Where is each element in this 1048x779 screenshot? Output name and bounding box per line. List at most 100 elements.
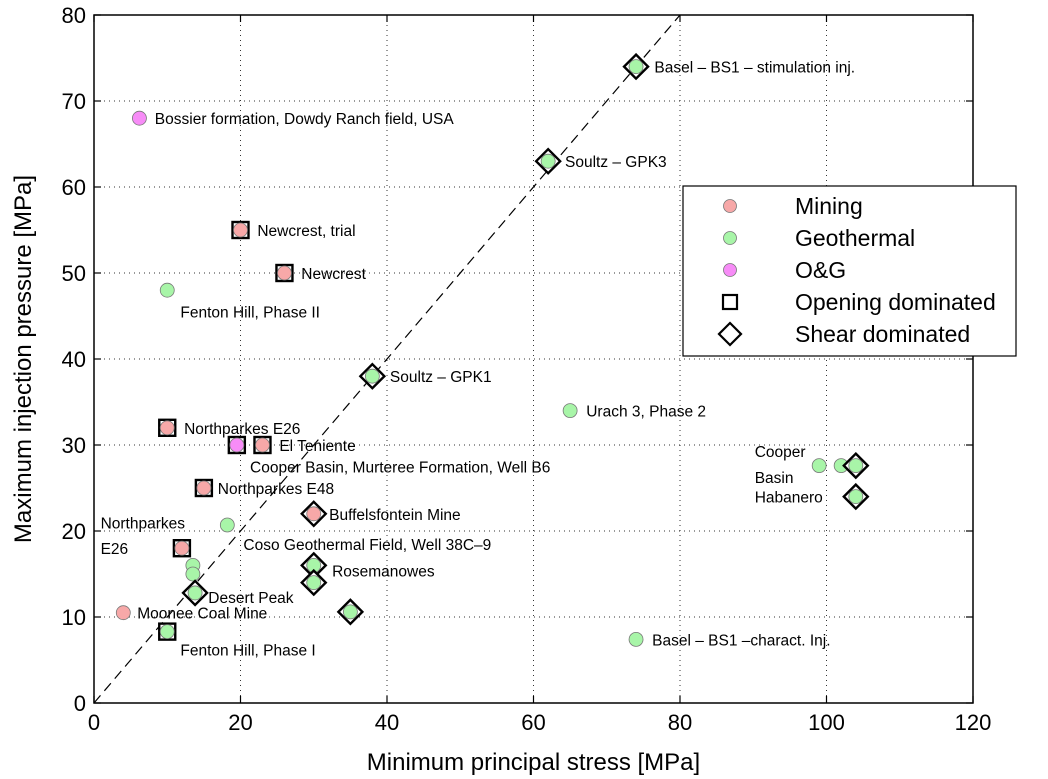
legend-item: Mining [723,193,863,219]
point-annotation: E26 [101,541,129,558]
data-point [811,458,827,474]
category-marker [159,282,175,298]
data-point [300,551,328,580]
data-point [534,147,562,175]
data-point [842,451,870,480]
y-tick-label: 60 [62,175,86,200]
point-annotation: Northparkes [101,515,186,532]
legend-circle-marker [723,231,737,245]
y-axis-label: Maximum injection pressure [MPa] [10,175,37,543]
point-annotation: Rosemanowes [332,564,435,581]
category-marker [562,403,578,419]
data-point [158,418,177,437]
point-annotation: Northparkes E26 [184,421,300,438]
data-point [194,478,214,498]
data-point [115,605,131,621]
legend-label: O&G [795,257,846,283]
data-point [300,500,328,528]
legend-label: Mining [795,193,863,219]
axis-ticks: 0 20 40 60 80 100 120 0 10 20 30 40 50 60 70 80 [62,3,992,735]
legend-item: Opening dominated [721,289,996,315]
y-tick-label: 50 [62,261,86,286]
legend-box [682,185,1017,357]
data-point [336,598,365,626]
data-point [219,517,235,533]
category-marker [540,153,556,169]
data-point [231,220,250,240]
legend-square-marker [721,293,739,311]
point-annotation: El Teniente [279,438,355,455]
legend-label: Opening dominated [795,289,996,315]
x-tick-label: 100 [808,710,845,735]
category-marker [255,437,270,453]
point-annotation: Basel – BS1 –charact. Inj. [652,632,830,649]
point-annotation: Habanero [755,490,823,507]
point-annotation: Urach 3, Phase 2 [586,404,706,421]
data-point [842,482,870,511]
legend-circle-marker [723,199,737,213]
category-marker [848,489,864,505]
category-marker [233,222,248,238]
data-point [275,263,294,283]
x-tick-label: 80 [668,710,692,735]
point-annotation: Fenton Hill, Phase I [180,643,315,660]
x-tick-label: 20 [228,710,252,735]
category-marker [115,605,131,621]
category-marker [306,506,322,522]
point-annotation: Bossier formation, Dowdy Ranch field, US… [155,111,455,128]
point-annotation: Basel – BS1 – stimulation inj. [654,60,855,77]
legend-label: Shear dominated [795,321,970,347]
category-marker [187,585,203,601]
data-point [185,566,201,582]
y-tick-label: 0 [74,691,86,716]
point-annotation: Basin [755,470,794,487]
data-point [172,539,192,558]
y-tick-label: 40 [62,347,86,372]
category-marker [219,517,235,533]
data-point [358,362,387,390]
legend-circle-marker [723,263,737,277]
legend-item: Shear dominated [717,321,970,347]
point-annotation: Soultz – GPK1 [390,369,492,386]
y-tick-label: 10 [62,605,86,630]
point-annotation: Newcrest [301,266,366,283]
x-tick-label: 60 [521,710,545,735]
y-tick-label: 70 [62,89,86,114]
category-marker [159,624,175,640]
data-point [181,579,209,607]
category-marker [196,480,212,496]
point-annotation: Coso Geothermal Field, Well 38C–9 [243,537,491,554]
data-point [300,568,328,597]
category-marker [811,458,827,474]
y-tick-label: 20 [62,519,86,544]
category-marker [229,437,245,453]
point-annotation: Fenton Hill, Phase II [180,305,320,322]
point-annotation: Desert Peak [208,590,294,607]
point-annotation: Moonee Coal Mine [137,606,267,623]
point-annotation: Cooper [755,444,806,461]
data-point [562,403,578,419]
legend-item: O&G [723,257,846,283]
category-marker [159,420,175,436]
point-annotation: Soultz – GPK3 [565,154,667,171]
point-annotation: Newcrest, trial [257,223,355,240]
data-point [158,622,177,641]
x-axis-label: Minimum principal stress [MPa] [367,749,700,776]
data-points [115,52,870,647]
category-marker [364,368,380,384]
point-annotation: Cooper Basin, Murteree Formation, Well B… [250,460,550,477]
x-tick-label: 0 [88,710,100,735]
category-marker [185,566,201,582]
category-marker [277,265,292,281]
y-tick-label: 30 [62,433,86,458]
data-point [253,435,272,455]
category-marker [132,110,147,126]
point-annotations: Basel – BS1 – stimulation inj. Bossier fo… [101,60,856,660]
x-tick-label: 40 [375,710,399,735]
point-annotation: Northparkes E48 [218,481,334,498]
legend-item: Geothermal [723,225,915,251]
x-tick-label: 120 [955,710,992,735]
legend-label: Geothermal [795,225,915,251]
data-point [132,110,147,126]
